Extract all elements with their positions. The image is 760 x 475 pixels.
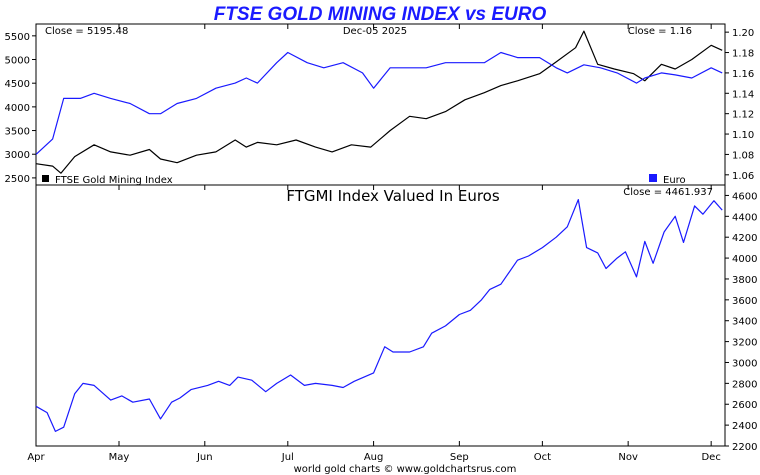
ftgmi-in-euros-line: [35, 199, 723, 432]
y-right-tick-label: 1.16: [732, 69, 754, 80]
y-ratio-tick-label: 3800: [732, 275, 757, 286]
y-ratio-tick-label: 3600: [732, 296, 757, 307]
y-right-tick-label: 1.06: [732, 171, 754, 182]
x-tick-label: Apr: [27, 452, 45, 463]
y-right-tick-label: 1.18: [732, 49, 754, 60]
y-ratio-tick-label: 4200: [732, 233, 757, 244]
ratio-close-label: Close = 4461.937: [623, 187, 713, 198]
x-tick-label: Jul: [281, 452, 294, 463]
y-right-tick-label: 1.20: [732, 28, 754, 39]
x-tick-label: Sep: [450, 452, 469, 463]
x-tick-label: May: [109, 452, 130, 463]
y-right-tick-label: 1.10: [732, 130, 754, 141]
y-right-tick-label: 1.08: [732, 150, 754, 161]
date-label: Dec-05 2025: [343, 26, 407, 37]
y-ratio-tick-label: 2200: [732, 442, 757, 453]
y-ratio-tick-label: 3400: [732, 317, 757, 328]
top-panel-frame: [35, 23, 726, 186]
y-ratio-tick-label: 3000: [732, 358, 757, 369]
euro-close-label: Close = 1.16: [628, 26, 692, 37]
y-right-tick-label: 1.14: [732, 89, 754, 100]
legend-ftse-swatch: [42, 175, 49, 182]
x-tick-label: Dec: [701, 452, 720, 463]
x-tick-label: Jun: [196, 452, 213, 463]
y-ratio-tick-label: 2400: [732, 421, 757, 432]
y-left-tick-label: 5000: [5, 56, 30, 67]
y-ratio-tick-label: 2600: [732, 400, 757, 411]
y-ratio-tick-label: 3200: [732, 338, 757, 349]
ftse-gold-mining-line: [35, 30, 723, 174]
bottom-panel-title: FTGMI Index Valued In Euros: [286, 187, 500, 205]
y-left-tick-label: 3500: [5, 127, 30, 138]
legend-ftse-label: FTSE Gold Mining Index: [55, 175, 173, 186]
y-left-tick-label: 5500: [5, 32, 30, 43]
y-ratio-tick-label: 4400: [732, 212, 757, 223]
y-ratio-tick-label: 2800: [732, 379, 757, 390]
x-tick-label: Aug: [364, 452, 384, 463]
y-left-tick-label: 4500: [5, 79, 30, 90]
y-left-tick-label: 3000: [5, 150, 30, 161]
bottom-panel-frame: [35, 184, 726, 447]
y-left-tick-label: 2500: [5, 174, 30, 185]
y-ratio-tick-label: 4600: [732, 191, 757, 202]
y-left-tick-label: 4000: [5, 103, 30, 114]
legend-euro-swatch: [649, 174, 657, 182]
legend-euro-label: Euro: [663, 175, 686, 186]
y-ratio-tick-label: 4000: [732, 254, 757, 265]
ftse-close-label: Close = 5195.48: [45, 26, 128, 37]
footer-credit: world gold charts © www.goldchartsrus.co…: [294, 464, 517, 475]
chart-title: FTSE GOLD MINING INDEX vs EURO: [214, 4, 547, 25]
y-right-tick-label: 1.12: [732, 110, 754, 121]
x-tick-label: Nov: [618, 452, 638, 463]
euro-line: [35, 51, 723, 155]
x-tick-label: Oct: [534, 452, 551, 463]
